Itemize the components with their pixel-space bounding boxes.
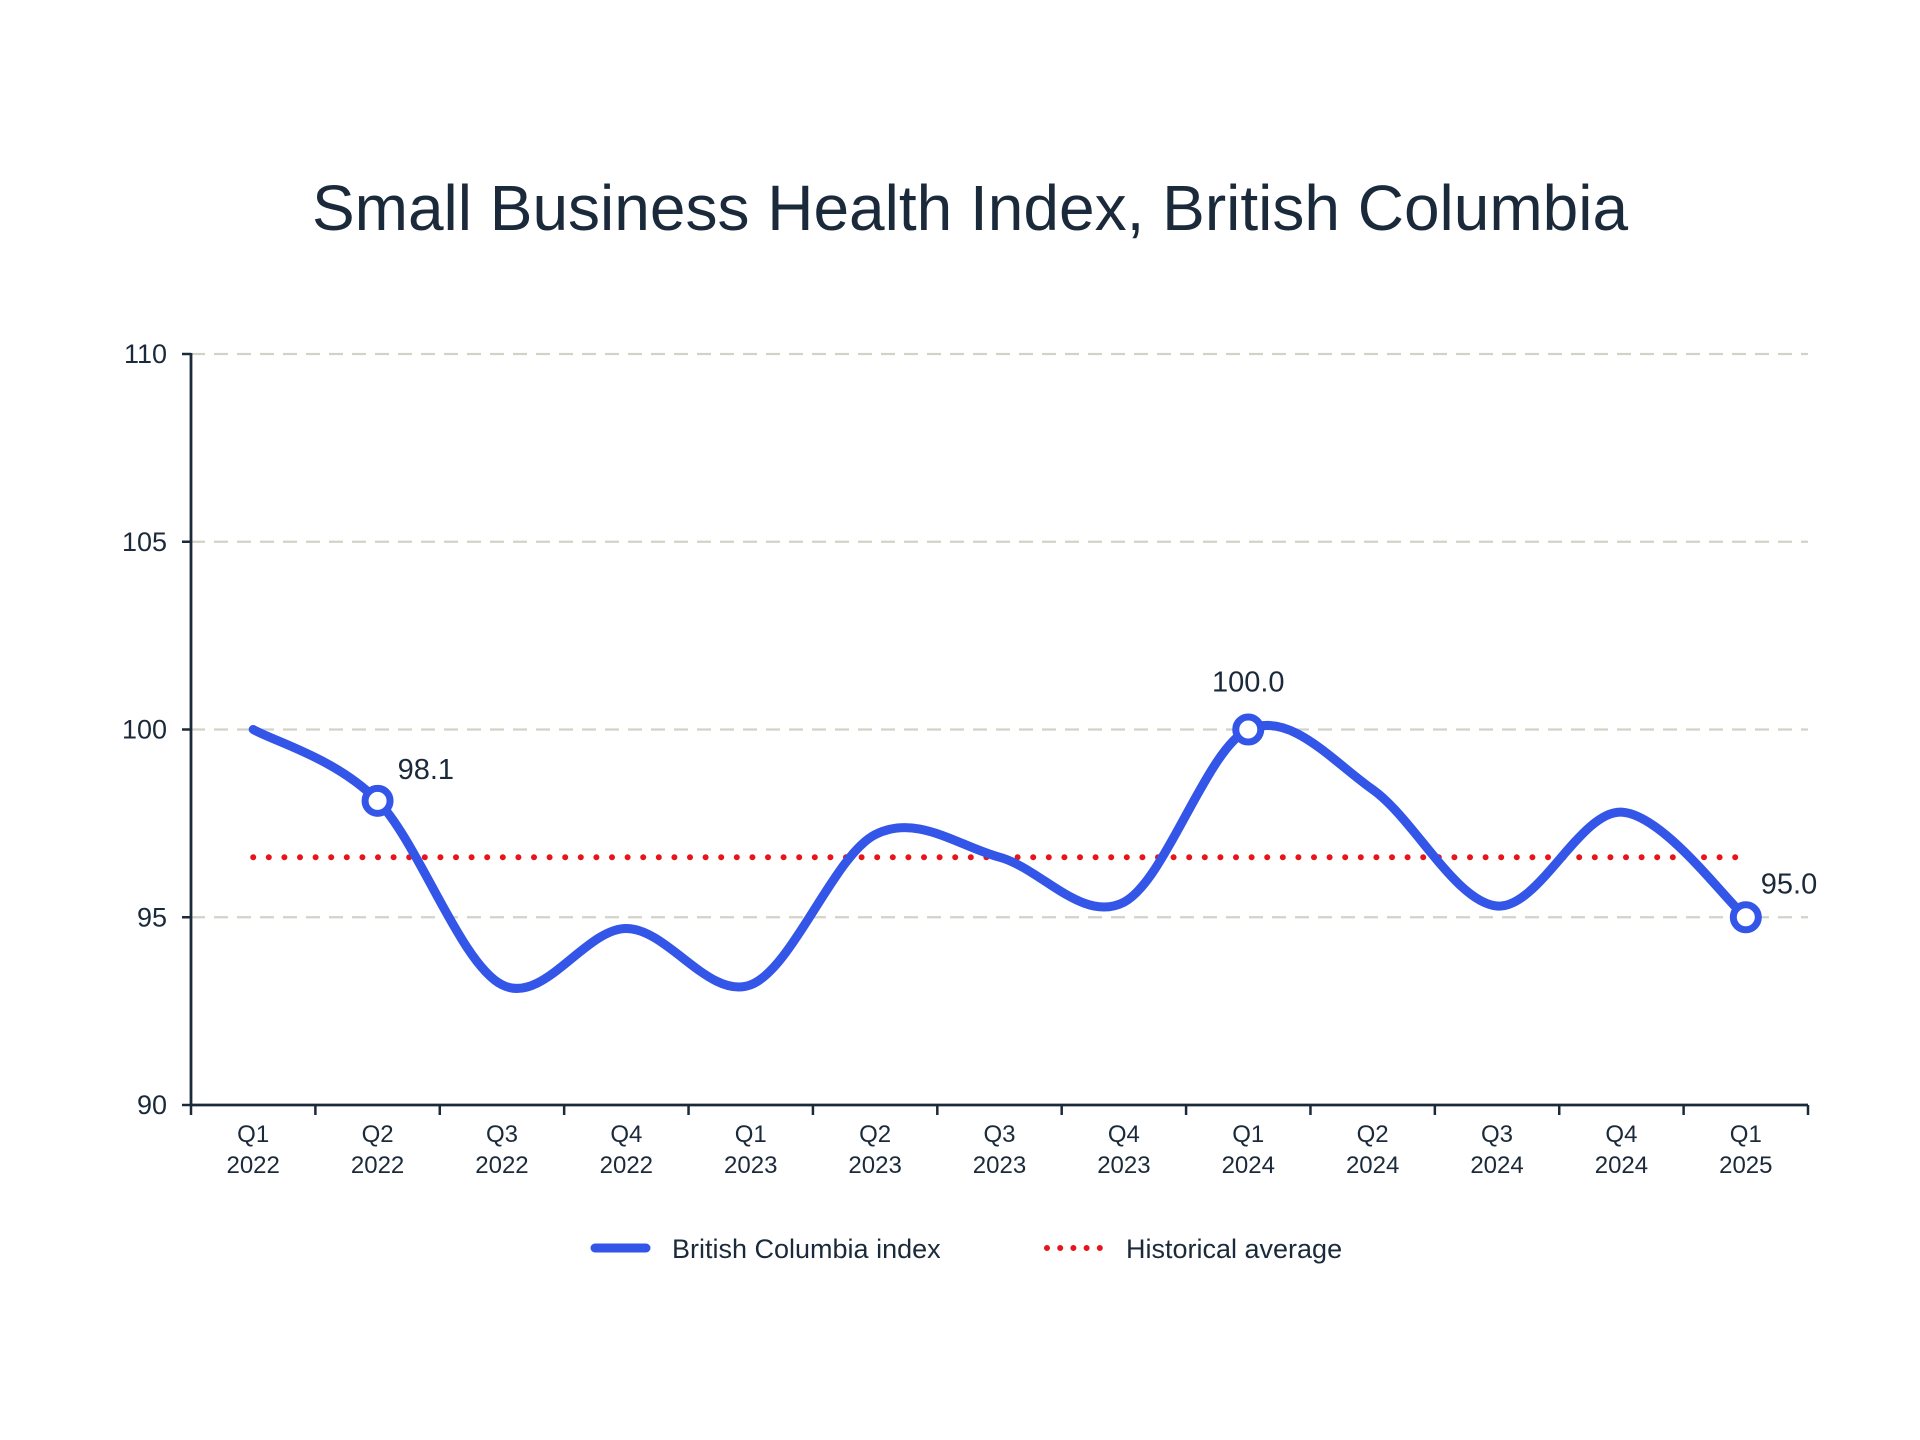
x-tick-label-year: 2022 xyxy=(226,1152,279,1179)
index-series-layer xyxy=(248,720,1751,993)
grid-lines xyxy=(191,352,1808,919)
x-tick-label-quarter: Q2 xyxy=(1357,1121,1389,1148)
legend: British Columbia index Historical average xyxy=(590,1234,1342,1264)
x-tick-label-year: 2023 xyxy=(848,1152,901,1179)
y-tick-label: 100 xyxy=(122,715,167,745)
data-label: 95.0 xyxy=(1761,868,1817,900)
data-label: 98.1 xyxy=(398,754,454,786)
y-tick-label: 95 xyxy=(137,902,167,932)
chart-title: Small Business Health Index, British Col… xyxy=(312,172,1629,244)
data-label: 100.0 xyxy=(1212,667,1285,699)
data-point-marker xyxy=(1729,901,1762,934)
y-tick-label: 90 xyxy=(137,1090,167,1120)
x-tick-label-quarter: Q3 xyxy=(486,1121,518,1148)
y-tick-label: 105 xyxy=(122,527,167,557)
x-tick-label-year: 2022 xyxy=(600,1152,653,1179)
x-tick-label-quarter: Q1 xyxy=(237,1121,269,1148)
x-tick-label-year: 2025 xyxy=(1719,1152,1772,1179)
x-tick-label-quarter: Q1 xyxy=(1232,1121,1264,1148)
x-tick-label-quarter: Q4 xyxy=(610,1121,642,1148)
x-tick-label-year: 2022 xyxy=(351,1152,404,1179)
data-point-marker xyxy=(361,784,394,817)
x-tick-label-quarter: Q3 xyxy=(1481,1121,1513,1148)
x-tick-label-year: 2024 xyxy=(1222,1152,1275,1179)
x-tick-label-quarter: Q2 xyxy=(362,1121,394,1148)
x-tick-label-year: 2024 xyxy=(1346,1152,1399,1179)
legend-label-average: Historical average xyxy=(1126,1234,1342,1264)
y-axis-ticks: 90 95 100 105 110 xyxy=(122,339,191,1120)
x-tick-label-year: 2023 xyxy=(724,1152,777,1179)
x-tick-label-year: 2024 xyxy=(1470,1152,1523,1179)
x-tick-label-year: 2024 xyxy=(1595,1152,1648,1179)
x-tick-label-quarter: Q1 xyxy=(1730,1121,1762,1148)
x-axis-ticks: Q1 2022 Q2 2022 Q3 2022 Q4 2022 Q1 2023 Q2 2023 Q3 20… xyxy=(189,1105,1810,1179)
data-labels: 98.1 100.0 95.0 xyxy=(398,667,1818,901)
x-tick-label-quarter: Q3 xyxy=(983,1121,1015,1148)
x-tick-label-year: 2022 xyxy=(475,1152,528,1179)
highlight-points xyxy=(361,713,1762,934)
y-tick-label: 110 xyxy=(124,339,167,369)
x-tick-label-quarter: Q1 xyxy=(735,1121,767,1148)
data-point-marker xyxy=(1232,713,1265,746)
x-tick-label-quarter: Q4 xyxy=(1108,1121,1140,1148)
british-columbia-index-line xyxy=(248,720,1751,993)
x-tick-label-year: 2023 xyxy=(973,1152,1026,1179)
legend-label-index: British Columbia index xyxy=(672,1234,941,1264)
x-tick-label-quarter: Q4 xyxy=(1605,1121,1637,1148)
x-tick-label-quarter: Q2 xyxy=(859,1121,891,1148)
x-tick-label-year: 2023 xyxy=(1097,1152,1150,1179)
